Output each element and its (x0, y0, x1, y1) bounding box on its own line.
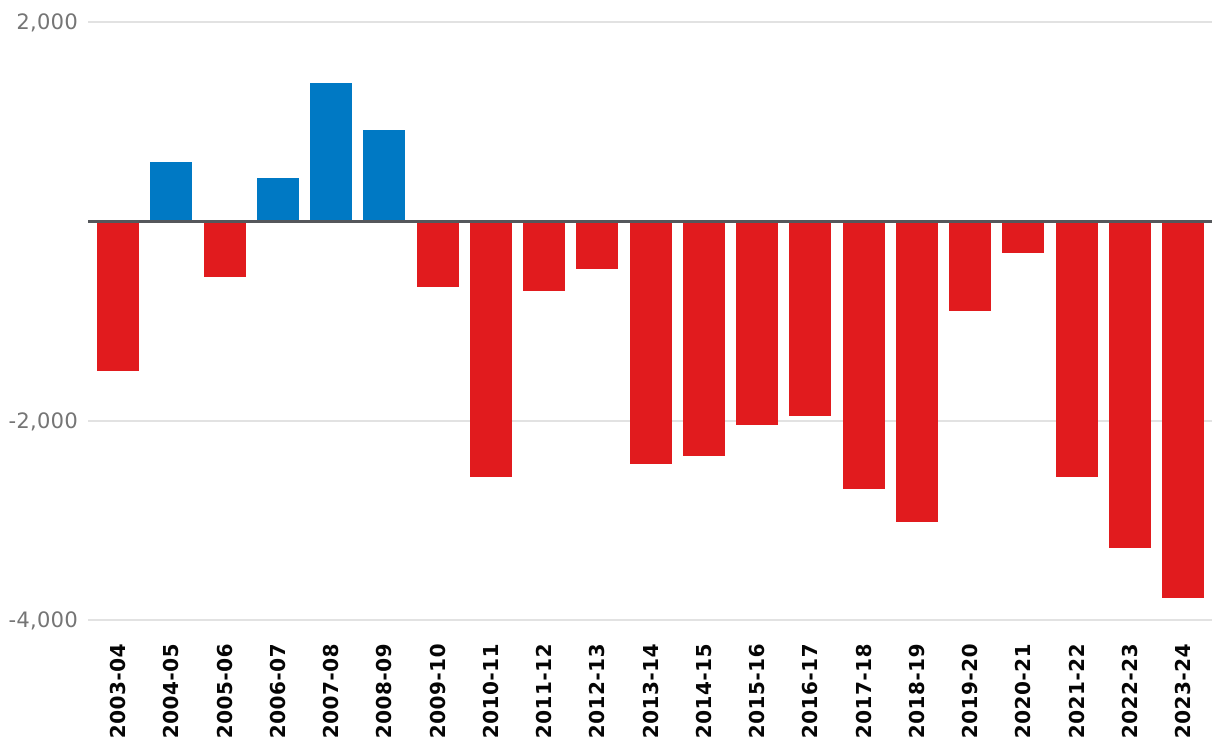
x-axis-label-wrap: 2017-18 (847, 643, 881, 751)
bar-2013-14 (629, 221, 672, 464)
x-axis-label: 2010-11 (478, 643, 503, 739)
x-axis-label: 2020-21 (1011, 643, 1036, 739)
x-axis-label-wrap: 2018-19 (900, 643, 934, 751)
x-axis-label: 2006-07 (265, 643, 290, 739)
x-axis-label-wrap: 2005-06 (208, 643, 242, 751)
x-axis-label: 2016-17 (798, 643, 823, 739)
x-axis-label-wrap: 2008-09 (367, 643, 401, 751)
x-axis-label-wrap: 2011-12 (527, 643, 561, 751)
x-axis-label: 2007-08 (319, 643, 343, 739)
y-tick-label: -4,000 (8, 608, 78, 632)
x-axis-label-wrap: 2007-08 (314, 643, 348, 751)
bar-2010-11 (469, 221, 512, 478)
bar-2016-17 (789, 221, 832, 416)
x-axis-label: 2005-06 (212, 643, 237, 739)
x-axis-label: 2009-10 (425, 643, 450, 739)
x-axis-label: 2011-12 (532, 643, 556, 739)
bar-2022-23 (1108, 221, 1151, 549)
x-axis-label-wrap: 2006-07 (261, 643, 295, 751)
x-axis-label-wrap: 2023-24 (1166, 643, 1200, 751)
bar-2004-05 (150, 161, 193, 222)
bar-2006-07 (256, 178, 299, 222)
gridline-2000 (88, 21, 1212, 23)
bar-2014-15 (682, 221, 725, 456)
bar-2005-06 (203, 221, 246, 278)
x-axis-label: 2015-16 (745, 643, 769, 739)
x-axis-label: 2003-04 (106, 643, 130, 739)
bar-2007-08 (310, 82, 352, 222)
x-axis-label-wrap: 2015-16 (740, 643, 774, 751)
bar-2021-22 (1055, 221, 1098, 478)
x-axis-label-wrap: 2010-11 (474, 643, 508, 751)
bar-2003-04 (97, 221, 139, 371)
bar-2015-16 (736, 221, 778, 425)
bar-2009-10 (416, 221, 459, 288)
x-axis-label: 2008-09 (372, 643, 397, 739)
y-tick-label: 2,000 (16, 10, 78, 34)
x-axis-label-wrap: 2016-17 (793, 643, 827, 751)
x-axis-label: 2021-22 (1064, 643, 1089, 739)
x-axis-label: 2014-15 (691, 643, 716, 739)
x-axis-label: 2023-24 (1171, 643, 1195, 739)
x-axis-label: 2022-23 (1117, 643, 1142, 739)
bar-2018-19 (895, 221, 938, 523)
x-axis-label-wrap: 2004-05 (154, 643, 188, 751)
x-axis-label-wrap: 2013-14 (634, 643, 668, 751)
x-axis-label: 2013-14 (638, 643, 663, 739)
bar-2011-12 (523, 221, 565, 292)
bar-2012-13 (576, 221, 619, 270)
x-axis-label: 2004-05 (159, 643, 184, 739)
bar-2017-18 (842, 221, 885, 490)
zero-axis-line (88, 219, 1212, 223)
x-axis-label: 2019-20 (958, 643, 982, 739)
x-axis-label: 2017-18 (851, 643, 876, 739)
x-axis-label-wrap: 2003-04 (101, 643, 135, 751)
x-axis-label-wrap: 2022-23 (1113, 643, 1147, 751)
bar-2023-24 (1162, 221, 1204, 599)
x-axis-label-wrap: 2020-21 (1006, 643, 1040, 751)
x-axis-label-wrap: 2019-20 (953, 643, 987, 751)
x-axis-label: 2012-13 (585, 643, 610, 739)
gridline--4000 (88, 619, 1212, 621)
x-axis-label: 2018-19 (904, 643, 929, 739)
bar-2008-09 (363, 129, 406, 222)
x-axis-label-wrap: 2014-15 (687, 643, 721, 751)
x-axis-label-wrap: 2012-13 (580, 643, 614, 751)
bar-2020-21 (1002, 221, 1045, 254)
x-axis-label-wrap: 2021-22 (1060, 643, 1094, 751)
x-axis-label-wrap: 2009-10 (421, 643, 455, 751)
bar-2019-20 (949, 221, 991, 312)
y-tick-label: -2,000 (8, 408, 78, 433)
